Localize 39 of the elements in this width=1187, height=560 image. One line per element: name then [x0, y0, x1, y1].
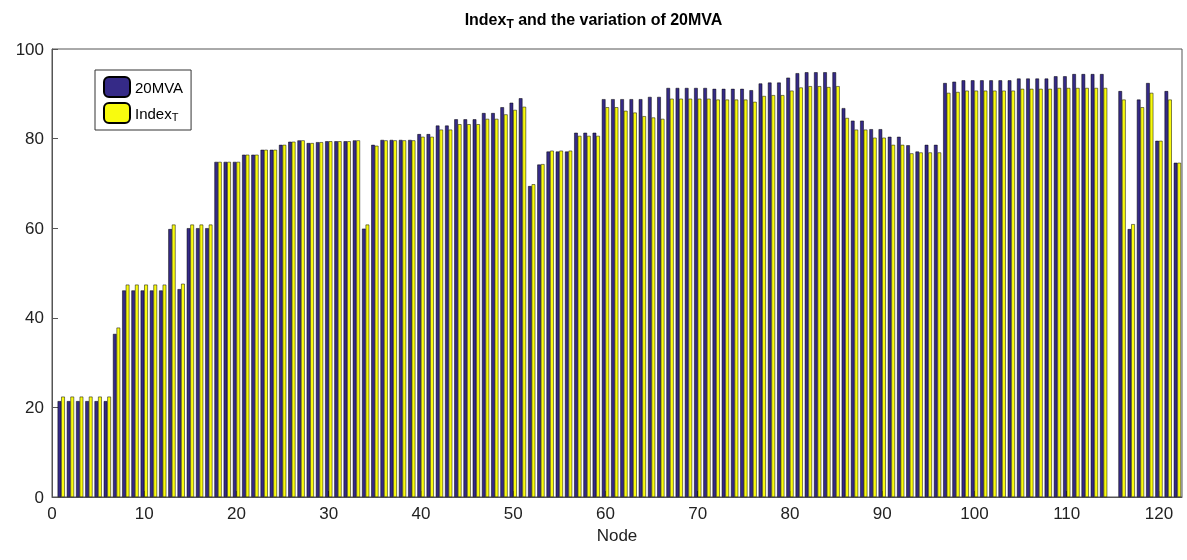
y-tick-label: 0: [34, 487, 44, 507]
bar: [1177, 162, 1181, 497]
x-tick-label: 30: [319, 504, 339, 523]
bar: [70, 396, 75, 497]
y-tick-label: 20: [25, 397, 44, 417]
bar: [393, 140, 397, 497]
y-tick-label: 60: [25, 218, 44, 238]
bar: [190, 224, 194, 497]
x-tick-label: 20: [227, 504, 246, 523]
x-tick-label: 50: [503, 504, 523, 523]
bar: [199, 224, 204, 497]
x-tick-label: 110: [1053, 504, 1081, 523]
y-tick-label: 80: [25, 129, 44, 149]
bar: [236, 161, 241, 497]
bar: [310, 143, 314, 497]
bar: [282, 144, 287, 497]
x-tick-label: 90: [872, 504, 892, 523]
x-tick-label: 0: [47, 504, 57, 523]
bar: [559, 150, 563, 497]
legend-label: 20MVA: [135, 78, 184, 96]
bar: [1118, 91, 1123, 497]
x-tick-label: 100: [960, 504, 989, 523]
x-axis-title: Node: [596, 526, 638, 545]
x-tick-label: 60: [596, 504, 615, 523]
x-tick-label: 80: [780, 504, 800, 523]
x-tick-label: 40: [411, 504, 431, 523]
x-tick-label: 70: [688, 504, 708, 523]
bar: [107, 396, 111, 497]
bar: [356, 140, 361, 497]
bar: [153, 284, 158, 497]
bar: [319, 142, 324, 497]
x-tick-label: 10: [134, 504, 154, 523]
y-tick-label: 40: [25, 308, 44, 328]
bar: [439, 129, 444, 497]
bar: [402, 140, 407, 497]
y-tick-label: 100: [15, 39, 44, 59]
x-tick-label: 120: [1144, 504, 1174, 523]
bar: [79, 396, 84, 497]
bar: [273, 149, 277, 497]
